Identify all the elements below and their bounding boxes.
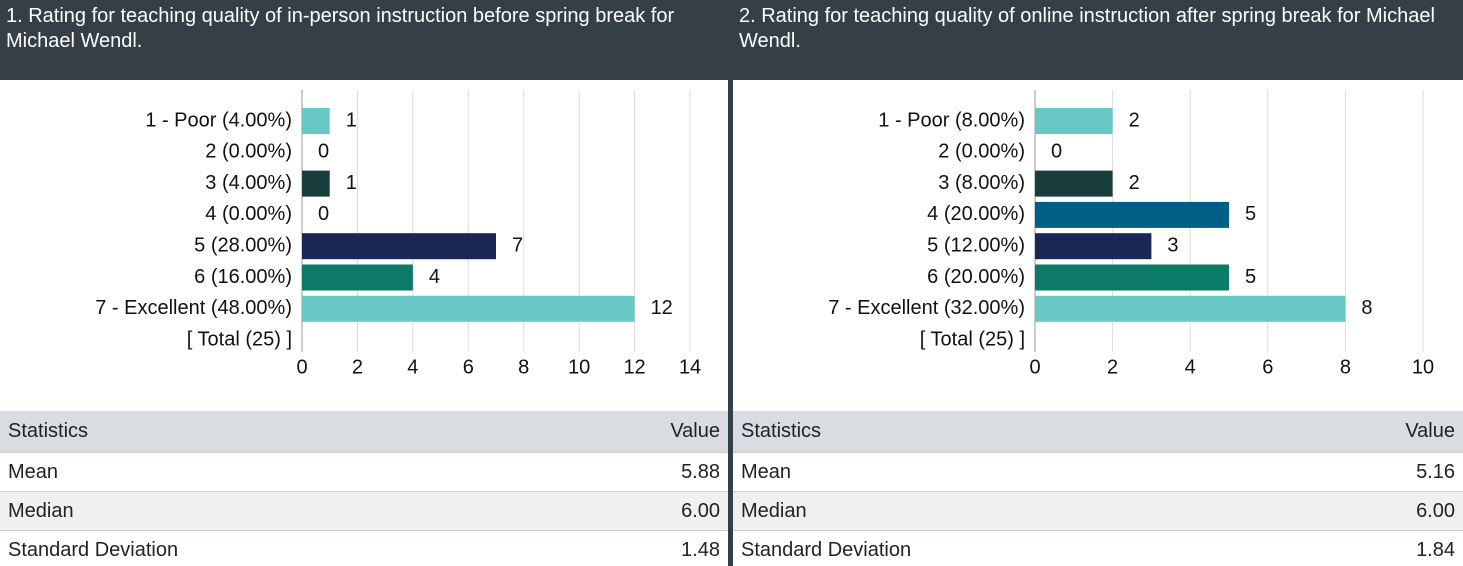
chart: 0 2 4 6 8 10 1 - Poor (8.00%) 2 2 (0.00%) 0 3 (8.0… — [828, 90, 1434, 378]
value-label: 1 — [346, 172, 357, 194]
x-tick-label: 8 — [1340, 356, 1351, 378]
bar — [302, 233, 496, 260]
x-tick-label: 0 — [1029, 356, 1040, 378]
table-cell: 6.00 — [681, 499, 720, 522]
category-label: 6 (20.00%) — [927, 266, 1025, 288]
bar — [302, 108, 330, 134]
bar — [1035, 295, 1346, 322]
category-label: 4 (0.00%) — [205, 203, 292, 225]
value-label: 7 — [512, 234, 523, 256]
category-label: 2 (0.00%) — [938, 141, 1025, 163]
table-cell: Mean — [741, 460, 792, 483]
x-tick-label: 6 — [1262, 356, 1273, 378]
value-label: 2 — [1129, 109, 1140, 131]
category-label: 7 - Excellent (32.00%) — [828, 297, 1025, 319]
panel-header: 1. Rating for teaching quality of in-per… — [0, 0, 728, 80]
table-cell: Median — [741, 499, 807, 522]
x-tick-label: 4 — [407, 356, 418, 378]
value-label: 8 — [1361, 297, 1372, 319]
x-tick-label: 4 — [1185, 356, 1196, 378]
category-label: 2 (0.00%) — [205, 141, 292, 163]
x-tick-label: 14 — [679, 356, 701, 378]
value-label: 0 — [1051, 141, 1062, 163]
value-label: 5 — [1245, 203, 1256, 225]
table-cell: Standard Deviation — [8, 538, 179, 561]
category-label: 7 - Excellent (48.00%) — [95, 297, 292, 319]
value-label: 4 — [429, 266, 440, 288]
category-label: [ Total (25) ] — [920, 328, 1025, 350]
bar — [1035, 233, 1152, 260]
bar — [302, 264, 413, 291]
value-label: 0 — [318, 141, 329, 163]
x-tick-label: 2 — [352, 356, 363, 378]
x-tick-label: 10 — [1412, 356, 1434, 378]
header-cell: Statistics — [8, 420, 89, 442]
table-cell: 1.84 — [1416, 538, 1455, 561]
value-label: 3 — [1167, 234, 1178, 256]
x-tick-label: 0 — [296, 356, 307, 378]
table-header: Statistics Value — [733, 411, 1463, 452]
table-row: Standard Deviation 1.48 — [0, 530, 728, 566]
panel-divider — [728, 0, 733, 566]
category-label: 3 (4.00%) — [205, 172, 292, 194]
panel-header: 2. Rating for teaching quality of online… — [733, 0, 1463, 80]
value-label: 5 — [1245, 266, 1256, 288]
category-label: 5 (12.00%) — [927, 234, 1025, 256]
value-label: 2 — [1129, 172, 1140, 194]
x-tick-label: 10 — [568, 356, 590, 378]
bar — [302, 170, 330, 197]
chart-title: 2. Rating for teaching quality of online… — [739, 5, 1435, 52]
chart-title: 1. Rating for teaching quality of in-per… — [6, 5, 675, 52]
panel: 1. Rating for teaching quality of in-per… — [0, 0, 728, 566]
table-cell: Standard Deviation — [741, 538, 912, 561]
bar — [302, 295, 635, 322]
table-cell: 5.16 — [1416, 460, 1455, 483]
table-cell: Median — [8, 499, 74, 522]
category-label: [ Total (25) ] — [187, 328, 292, 350]
table-row: Median 6.00 — [0, 491, 728, 530]
header-cell: Value — [670, 420, 720, 442]
panel: 2. Rating for teaching quality of online… — [733, 0, 1463, 566]
x-tick-label: 6 — [463, 356, 474, 378]
category-label: 3 (8.00%) — [938, 172, 1025, 194]
table-cell: 5.88 — [681, 460, 720, 483]
category-label: 1 - Poor (8.00%) — [878, 109, 1025, 131]
bar — [1035, 170, 1113, 197]
value-label: 0 — [318, 203, 329, 225]
bar — [1035, 264, 1229, 291]
table-row: Standard Deviation 1.84 — [733, 530, 1463, 566]
value-label: 12 — [651, 297, 673, 319]
bar — [1035, 201, 1229, 228]
x-tick-label: 2 — [1107, 356, 1118, 378]
table-row: Median 6.00 — [733, 491, 1463, 530]
table-header: Statistics Value — [0, 411, 728, 452]
category-label: 1 - Poor (4.00%) — [145, 109, 292, 131]
chart: 0 2 4 6 8 10 12 141 - Poor (4.00%) 12 (0.00%) 03 … — [95, 90, 701, 378]
category-label: 4 (20.00%) — [927, 203, 1025, 225]
bar — [1035, 108, 1113, 134]
x-tick-label: 8 — [518, 356, 529, 378]
category-label: 6 (16.00%) — [194, 266, 292, 288]
header-cell: Statistics — [741, 420, 822, 442]
category-label: 5 (28.00%) — [194, 234, 292, 256]
table-row: Mean 5.16 — [733, 452, 1463, 491]
table-row: Mean 5.88 — [0, 452, 728, 491]
table-cell: Mean — [8, 460, 59, 483]
table-cell: 1.48 — [681, 538, 720, 561]
table-cell: 6.00 — [1416, 499, 1455, 522]
x-tick-label: 12 — [623, 356, 645, 378]
value-label: 1 — [346, 109, 357, 131]
header-cell: Value — [1405, 420, 1455, 442]
